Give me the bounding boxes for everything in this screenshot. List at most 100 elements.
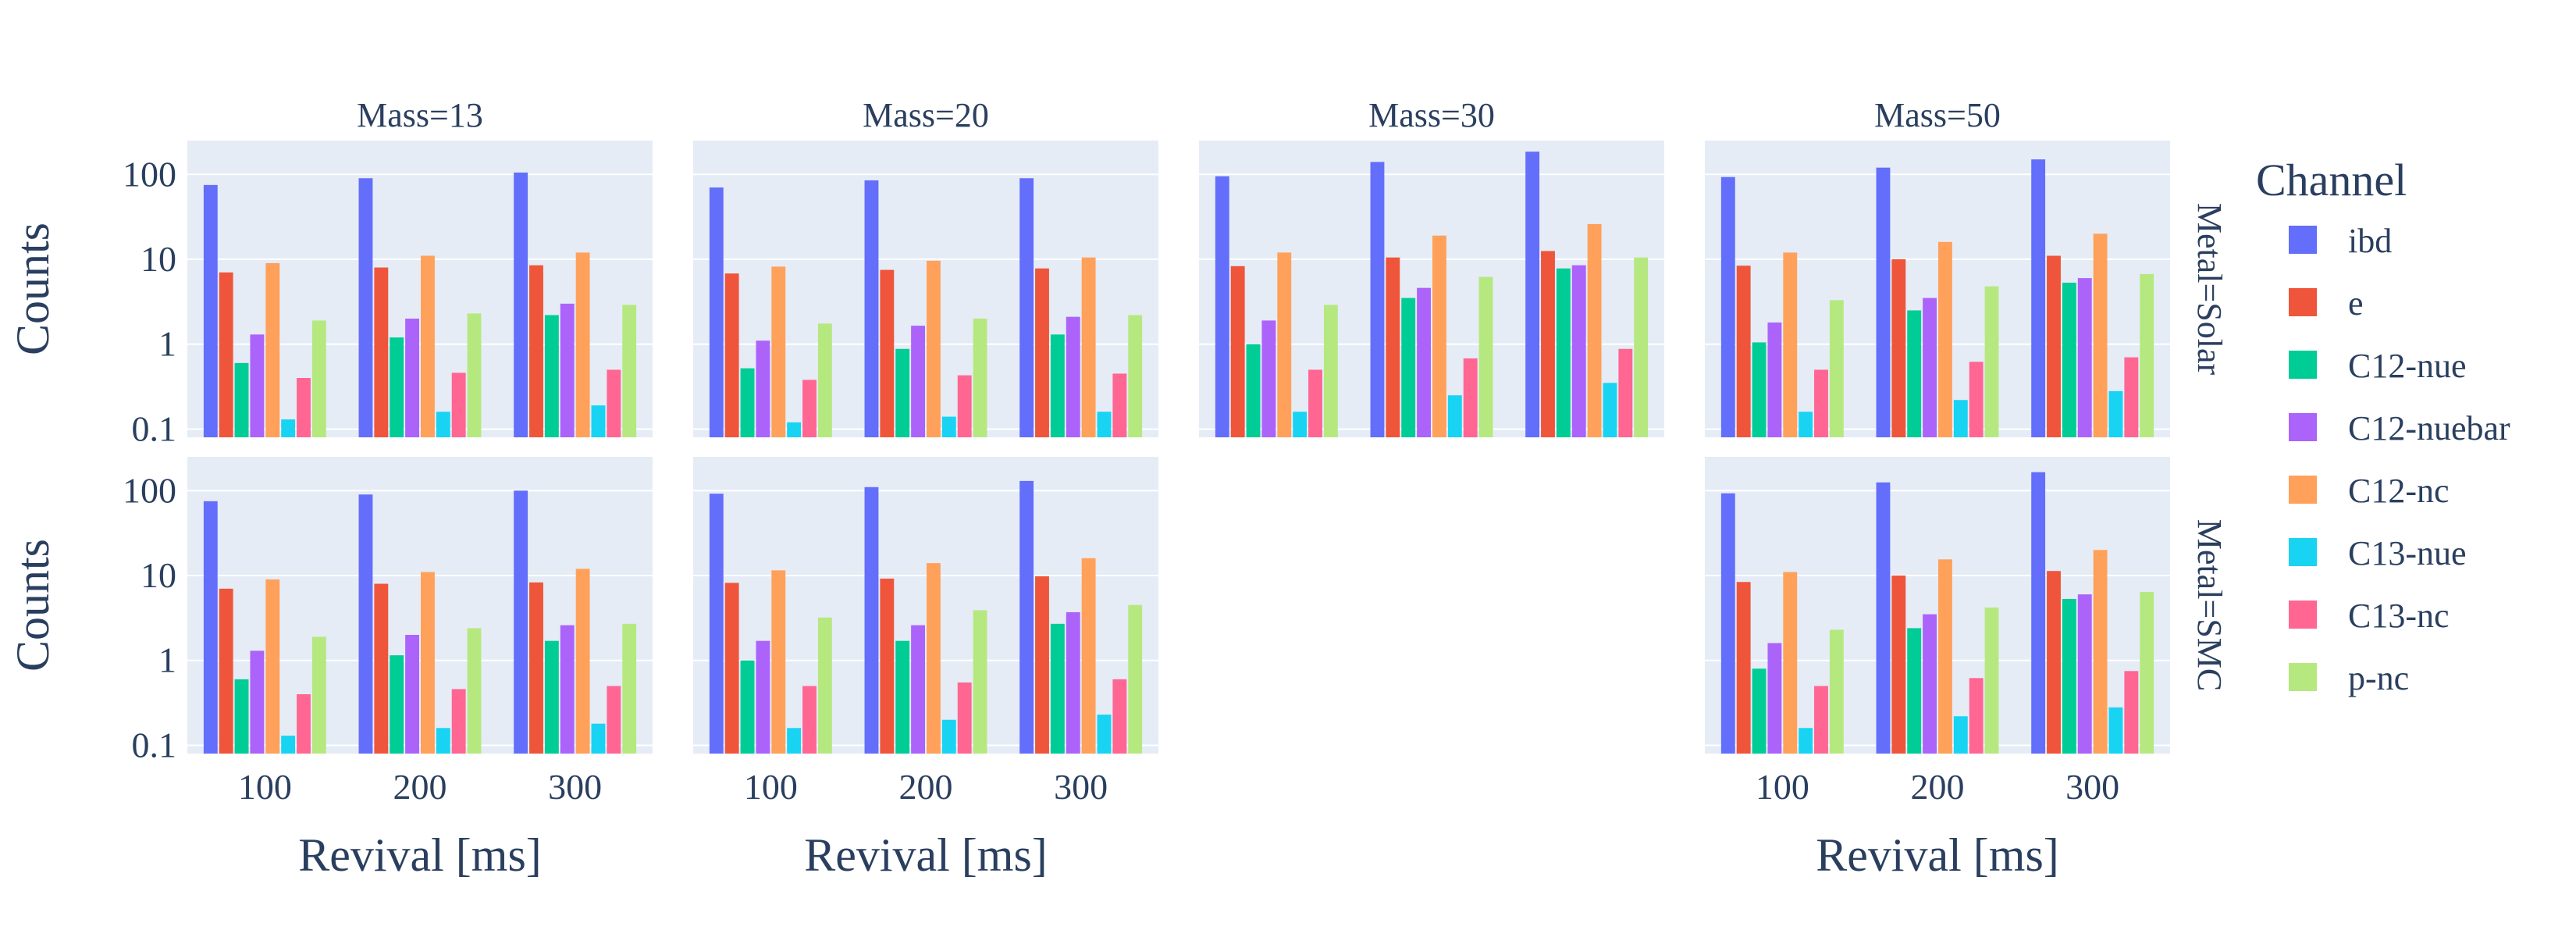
x-axis-title: Revival [ms] bbox=[298, 829, 542, 881]
bar-p-nc-100 bbox=[311, 320, 326, 437]
bar-e-200 bbox=[880, 269, 895, 437]
y-tick-label: 0.1 bbox=[132, 408, 177, 448]
x-tick-label: 100 bbox=[744, 767, 798, 807]
bar-c12-nc-100 bbox=[771, 570, 786, 754]
facet-column-title: Mass=13 bbox=[357, 96, 483, 134]
bar-c13-nc-200 bbox=[1969, 362, 1984, 437]
panel-background bbox=[1705, 141, 2170, 437]
bar-c12-nuebar-100 bbox=[1261, 320, 1276, 437]
bar-c12-nuebar-100 bbox=[1767, 322, 1782, 437]
bar-e-100 bbox=[219, 588, 233, 754]
bar-c12-nuebar-100 bbox=[756, 640, 770, 754]
bar-c13-nc-100 bbox=[802, 380, 817, 437]
bar-c13-nc-300 bbox=[2124, 357, 2139, 437]
bar-c12-nuebar-200 bbox=[405, 319, 419, 437]
bar-c12-nc-100 bbox=[1783, 572, 1798, 754]
bar-ibd-200 bbox=[864, 487, 879, 754]
y-tick-label: 1 bbox=[158, 324, 176, 364]
panel-background bbox=[1199, 141, 1664, 437]
bar-c12-nue-300 bbox=[1050, 623, 1065, 754]
bar-e-300 bbox=[1541, 251, 1555, 437]
legend-swatch-c13-nue bbox=[2289, 538, 2317, 566]
legend-label-c13-nc: C13-nc bbox=[2348, 597, 2450, 635]
bar-p-nc-200 bbox=[973, 610, 987, 754]
bar-c13-nc-200 bbox=[957, 682, 972, 754]
bar-e-200 bbox=[374, 583, 389, 754]
y-tick-label: 100 bbox=[123, 470, 176, 510]
bar-ibd-300 bbox=[1525, 151, 1540, 437]
panel-background bbox=[693, 457, 1158, 754]
bar-c12-nc-100 bbox=[1783, 252, 1798, 437]
legend-swatch-c12-nuebar bbox=[2289, 413, 2317, 441]
bar-c12-nc-300 bbox=[1081, 257, 1096, 437]
bar-c12-nue-100 bbox=[234, 679, 249, 754]
facet-row-title: Metal=Solar bbox=[2190, 203, 2229, 376]
legend-swatch-ibd bbox=[2289, 226, 2317, 254]
legend-label-c13-nue: C13-nue bbox=[2348, 534, 2467, 572]
bar-c12-nue-300 bbox=[544, 315, 559, 437]
x-tick-label: 300 bbox=[548, 767, 602, 807]
bar-ibd-300 bbox=[2031, 472, 2046, 754]
bar-c12-nc-200 bbox=[927, 260, 941, 437]
bar-c13-nc-300 bbox=[607, 686, 621, 754]
bar-p-nc-300 bbox=[2140, 592, 2154, 754]
y-tick-label: 10 bbox=[141, 555, 176, 595]
bar-c12-nue-300 bbox=[1556, 268, 1571, 437]
bar-c12-nue-200 bbox=[390, 655, 404, 754]
y-tick-label: 1 bbox=[158, 640, 176, 680]
bar-ibd-200 bbox=[864, 180, 879, 437]
bar-c12-nc-300 bbox=[575, 252, 590, 437]
bar-p-nc-300 bbox=[1128, 604, 1143, 754]
x-tick-label: 200 bbox=[899, 767, 953, 807]
bar-c12-nue-200 bbox=[390, 337, 404, 437]
bar-p-nc-200 bbox=[1984, 607, 1999, 754]
bar-c12-nc-300 bbox=[575, 569, 590, 754]
bar-c13-nc-200 bbox=[957, 375, 972, 437]
legend-title: Channel bbox=[2256, 155, 2407, 205]
legend-label-c12-nue: C12-nue bbox=[2348, 347, 2467, 385]
bar-ibd-100 bbox=[203, 184, 218, 438]
bar-e-100 bbox=[219, 272, 233, 437]
bar-p-nc-300 bbox=[2140, 273, 2154, 437]
bar-c13-nue-300 bbox=[591, 405, 606, 437]
bar-c12-nc-300 bbox=[2093, 550, 2108, 754]
bar-c12-nc-200 bbox=[421, 255, 435, 437]
bar-c13-nue-100 bbox=[1799, 412, 1813, 437]
bar-c12-nc-200 bbox=[1938, 559, 1952, 754]
y-tick-label: 100 bbox=[123, 154, 176, 194]
bar-ibd-300 bbox=[514, 490, 528, 754]
bar-c12-nc-100 bbox=[771, 266, 786, 437]
bar-c13-nc-300 bbox=[1112, 679, 1127, 754]
bar-c13-nc-200 bbox=[1969, 678, 1984, 754]
bar-ibd-100 bbox=[1215, 176, 1229, 437]
bar-c12-nue-200 bbox=[1907, 628, 1922, 754]
bar-c12-nc-100 bbox=[265, 579, 280, 754]
bar-c13-nc-100 bbox=[1814, 369, 1828, 437]
bar-c13-nc-200 bbox=[451, 689, 466, 754]
bar-ibd-300 bbox=[1019, 178, 1034, 437]
bar-c12-nuebar-300 bbox=[560, 303, 575, 437]
facet-column-title: Mass=30 bbox=[1368, 96, 1495, 134]
bar-p-nc-200 bbox=[1478, 276, 1493, 437]
bar-e-300 bbox=[1035, 268, 1049, 437]
bar-p-nc-200 bbox=[467, 313, 482, 437]
bar-c12-nc-100 bbox=[1277, 252, 1292, 437]
bar-c12-nuebar-100 bbox=[756, 340, 770, 437]
bar-c12-nuebar-300 bbox=[1571, 265, 1586, 437]
bar-c13-nue-100 bbox=[281, 736, 296, 754]
bar-e-200 bbox=[374, 267, 389, 437]
bar-c12-nue-300 bbox=[1050, 334, 1065, 437]
bar-ibd-100 bbox=[1720, 176, 1735, 437]
panel-background bbox=[1705, 457, 2170, 754]
bar-ibd-300 bbox=[514, 172, 528, 437]
bar-ibd-200 bbox=[1370, 162, 1385, 437]
bar-ibd-200 bbox=[1876, 482, 1891, 754]
legend-label-c12-nc: C12-nc bbox=[2348, 472, 2450, 510]
bar-p-nc-300 bbox=[1634, 257, 1649, 437]
bar-c12-nc-200 bbox=[421, 572, 435, 754]
panel-background bbox=[187, 141, 653, 437]
bar-c12-nuebar-200 bbox=[1923, 614, 1937, 754]
x-tick-label: 200 bbox=[1911, 767, 1965, 807]
y-axis-title: Counts bbox=[7, 223, 59, 355]
bar-e-200 bbox=[1386, 257, 1400, 437]
